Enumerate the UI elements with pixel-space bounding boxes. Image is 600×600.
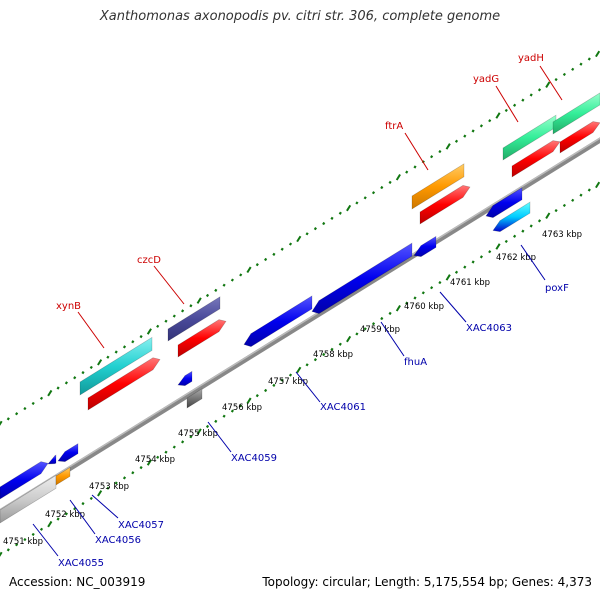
feature-yadH-gene[interactable] bbox=[552, 92, 600, 135]
kbp-tick-label: 4753 kbp bbox=[89, 482, 129, 492]
feature-ftrA-gene[interactable] bbox=[411, 163, 465, 210]
gene-label-yadH[interactable]: yadH bbox=[518, 53, 544, 64]
feature-poxF-gene-2[interactable] bbox=[492, 201, 531, 232]
gene-label-fhuA[interactable]: fhuA bbox=[404, 357, 427, 368]
gene-label-XAC4059[interactable]: XAC4059 bbox=[231, 453, 277, 464]
gene-label-XAC4056[interactable]: XAC4056 bbox=[95, 535, 141, 546]
lower-tick-track bbox=[0, 181, 600, 557]
feature-czcD-cds[interactable] bbox=[177, 319, 227, 358]
upper-tick-track bbox=[0, 50, 600, 426]
gene-label-XAC4057[interactable]: XAC4057 bbox=[118, 520, 164, 531]
gene-label-XAC4061[interactable]: XAC4061 bbox=[320, 402, 366, 413]
feature-yadG-cds[interactable] bbox=[511, 140, 561, 178]
kbp-tick-label: 4759 kbp bbox=[360, 325, 400, 335]
callout-line bbox=[153, 265, 185, 305]
gene-label-poxF[interactable]: poxF bbox=[545, 283, 569, 294]
gene-label-czcD[interactable]: czcD bbox=[137, 255, 161, 266]
gene-label-ftrA[interactable]: ftrA bbox=[385, 121, 403, 132]
genome-backbone-highlight bbox=[0, 137, 600, 511]
feature-poxF-gene-1[interactable] bbox=[485, 187, 523, 218]
kbp-tick-label: 4755 kbp bbox=[178, 429, 218, 439]
feature-yadH-cds[interactable] bbox=[559, 121, 600, 154]
kbp-tick-label: 4757 kbp bbox=[268, 377, 308, 387]
callout-line bbox=[495, 85, 519, 123]
feature-XAC4059-rna[interactable] bbox=[186, 388, 203, 409]
feature-ftrA-cds[interactable] bbox=[419, 185, 471, 225]
kbp-tick-label: 4762 kbp bbox=[496, 253, 536, 263]
callout-line bbox=[32, 523, 59, 557]
kbp-tick-label: 4751 kbp bbox=[3, 537, 43, 547]
gene-label-xynB[interactable]: xynB bbox=[56, 301, 81, 312]
callout-line bbox=[69, 499, 96, 535]
feature-XAC4056-gene[interactable] bbox=[55, 466, 71, 486]
callout-line bbox=[91, 494, 119, 519]
feature-czcD-gene[interactable] bbox=[167, 296, 221, 342]
callout-line bbox=[380, 321, 405, 357]
feature-xynB-cds[interactable] bbox=[87, 357, 161, 411]
callout-line bbox=[77, 311, 105, 349]
feature-XAC4059-gene[interactable] bbox=[177, 370, 193, 386]
kbp-tick-label: 4761 kbp bbox=[450, 278, 490, 288]
accession-text: Accession: NC_003919 bbox=[9, 575, 146, 589]
kbp-scale-labels: 4751 kbp 4752 kbp 4753 kbp 4754 kbp 4755 kbp… bbox=[3, 230, 582, 547]
gene-label-XAC4055[interactable]: XAC4055 bbox=[58, 558, 104, 569]
feature-fhuA-gene[interactable] bbox=[311, 242, 413, 314]
kbp-tick-label: 4763 kbp bbox=[542, 230, 582, 240]
callout-lines bbox=[32, 65, 563, 557]
feature-XAC4063-gene[interactable] bbox=[413, 235, 437, 257]
feature-XAC4055-rna[interactable] bbox=[0, 474, 57, 524]
kbp-tick-label: 4756 kbp bbox=[222, 403, 262, 413]
kbp-tick-label: 4752 kbp bbox=[45, 510, 85, 520]
map-title: Xanthomonas axonopodis pv. citri str. 30… bbox=[99, 9, 501, 24]
feature-xynB-gene[interactable] bbox=[79, 336, 153, 396]
callout-line bbox=[520, 244, 546, 281]
gene-label-yadG[interactable]: yadG bbox=[473, 74, 499, 85]
callout-line bbox=[207, 421, 232, 453]
feature-XAC4061-gene[interactable] bbox=[243, 295, 313, 347]
callout-line bbox=[404, 132, 429, 171]
callout-line bbox=[295, 371, 321, 403]
feature-small-blue-1[interactable] bbox=[47, 454, 57, 465]
genome-summary-text: Topology: circular; Length: 5,175,554 bp… bbox=[262, 575, 592, 589]
gene-label-XAC4063[interactable]: XAC4063 bbox=[466, 323, 512, 334]
feature-track bbox=[0, 92, 600, 524]
callout-line bbox=[539, 65, 563, 101]
callout-line bbox=[439, 291, 467, 323]
kbp-tick-label: 4760 kbp bbox=[404, 302, 444, 312]
feature-XAC4057-gene[interactable] bbox=[57, 443, 79, 462]
feature-XAC4055-gene[interactable] bbox=[0, 461, 49, 500]
kbp-tick-label: 4758 kbp bbox=[313, 350, 353, 360]
kbp-tick-label: 4754 kbp bbox=[135, 455, 175, 465]
